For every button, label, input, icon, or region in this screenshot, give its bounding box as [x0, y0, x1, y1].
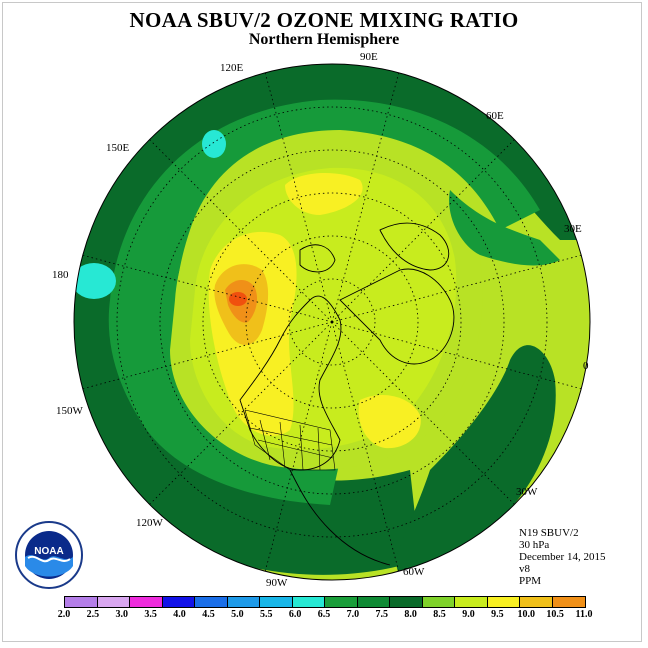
- color-bar-tick-label: 9.0: [462, 609, 475, 620]
- color-bar-cell: [195, 597, 228, 607]
- color-bar-cell: [162, 597, 195, 607]
- color-bar-cell: [455, 597, 488, 607]
- color-bar-cell: [422, 597, 455, 607]
- color-bar-tick-label: 8.5: [433, 609, 446, 620]
- color-bar-cell: [520, 597, 553, 607]
- color-bar-tick-label: 2.5: [86, 609, 100, 620]
- color-bar-tick-label: 5.5: [259, 609, 273, 620]
- color-bar-tick-label: 5.0: [231, 609, 244, 620]
- color-bar-tick-label: 3.5: [144, 609, 157, 620]
- color-bar-tick-label: 7.5: [375, 609, 389, 620]
- color-bar-cell: [260, 597, 293, 607]
- color-bar-tick-label: 2.0: [57, 609, 71, 620]
- color-bar-tick-label: 9.5: [491, 609, 504, 620]
- lon-label-0: 0: [583, 360, 589, 372]
- info-level: 30 hPa: [519, 539, 550, 551]
- info-units: PPM: [519, 575, 542, 587]
- color-bar-tick-label: 7.0: [346, 609, 360, 620]
- lon-label-120w: 120W: [136, 517, 163, 529]
- color-bar-cell: [357, 597, 390, 607]
- color-bar-tick-label: 6.0: [288, 609, 302, 620]
- ozone-field: [74, 64, 590, 580]
- info-version: v8: [519, 563, 530, 575]
- color-bar-cell: [325, 597, 358, 607]
- page-subtitle: Northern Hemisphere: [248, 31, 400, 48]
- lon-label-30e: 30E: [564, 223, 582, 235]
- color-bar-cell: [292, 597, 325, 607]
- color-bar-tick-label: 10.0: [517, 609, 535, 620]
- info-date: December 14, 2015: [519, 551, 606, 563]
- page-title: NOAA SBUV/2 OZONE MIXING RATIO: [129, 8, 519, 32]
- noaa-logo-text: NOAA: [34, 546, 63, 557]
- color-bar-cell: [552, 597, 585, 607]
- noaa-logo: NOAA: [15, 521, 83, 589]
- color-bar: [64, 596, 586, 608]
- lon-label-60e: 60E: [486, 110, 504, 122]
- image-frame: [2, 2, 642, 642]
- info-satellite: N19 SBUV/2: [519, 527, 579, 539]
- lon-label-30w: 30W: [516, 486, 538, 498]
- color-bar-cell: [390, 597, 423, 607]
- lon-label-120e: 120E: [220, 62, 244, 74]
- color-bar-tick-label: 4.5: [202, 609, 215, 620]
- color-bar-cell: [130, 597, 163, 607]
- color-bar-cell: [97, 597, 130, 607]
- color-bar-cell: [227, 597, 260, 607]
- lon-label-90e: 90E: [360, 51, 378, 63]
- lon-label-90w: 90W: [266, 577, 288, 589]
- color-bar-tick-label: 4.0: [173, 609, 186, 620]
- lon-label-150w: 150W: [56, 405, 83, 417]
- color-bar-cell: [487, 597, 520, 607]
- color-bar-tick-label: 6.5: [317, 609, 331, 620]
- color-bar-tick-label: 8.0: [404, 609, 417, 620]
- lon-label-180: 180: [52, 269, 69, 281]
- color-bar-tick-label: 11.0: [575, 609, 593, 620]
- color-bar-cell: [65, 597, 98, 607]
- color-bar-tick-label: 10.5: [546, 609, 564, 620]
- lon-label-150e: 150E: [106, 142, 130, 154]
- lon-label-60w: 60W: [403, 566, 425, 578]
- color-bar-tick-label: 3.0: [115, 609, 129, 620]
- product-info: N19 SBUV/2 30 hPa December 14, 2015 v8 P…: [519, 527, 605, 587]
